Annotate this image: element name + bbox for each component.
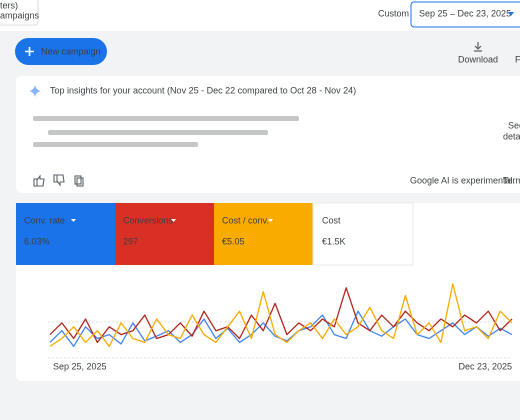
date-picker[interactable]	[410, 1, 520, 28]
metric-tile[interactable]	[115, 203, 214, 265]
metric-label: Conv. rate	[24, 215, 65, 225]
plus-icon	[25, 47, 34, 56]
see-details-link[interactable]: deta	[503, 131, 520, 141]
series-line	[49, 287, 513, 344]
metric-value: 6.03%	[24, 236, 50, 246]
insights-card	[16, 76, 520, 193]
metric-tile[interactable]	[312, 202, 414, 266]
metric-tile[interactable]	[214, 203, 313, 265]
insights-title: Top insights for your account (Nov 25 - …	[50, 85, 356, 95]
new-campaign-button[interactable]	[15, 38, 107, 65]
metric-label: Cost / conv.	[222, 215, 269, 225]
feedback-icons[interactable]	[33, 174, 84, 187]
sparkle-icon	[29, 85, 41, 97]
x-tick-label: Sep 25, 2025	[53, 361, 107, 371]
metric-dropdown	[71, 219, 273, 222]
metric-tile[interactable]	[16, 203, 115, 265]
metric-value: €5.05	[222, 236, 245, 246]
dropdown-arrow	[508, 12, 514, 16]
x-tick-label: Dec 23, 2025	[458, 361, 512, 371]
toolbar-label[interactable]: F	[515, 54, 520, 64]
scope-box[interactable]	[0, 0, 39, 26]
metric-value: €1.5K	[322, 236, 346, 246]
redacted-text	[33, 116, 299, 147]
see-details-link[interactable]: See	[508, 120, 520, 130]
metric-label: Cost	[322, 215, 341, 225]
date-range: Sep 25 – Dec 23, 2025	[419, 8, 511, 18]
metric-label: Conversions	[123, 215, 174, 225]
disclaimer: Google AI is experimental.	[410, 175, 515, 185]
terms-link[interactable]: Term	[503, 175, 520, 185]
scope-text: ters)	[0, 0, 18, 10]
date-label: Custom	[378, 8, 409, 18]
scope-text: ampaigns	[0, 10, 40, 20]
download-icon[interactable]	[474, 42, 482, 52]
metric-value: 297	[123, 236, 138, 246]
download-label[interactable]: Download	[458, 54, 498, 64]
series-line	[49, 283, 513, 347]
button-label: New campaign	[41, 46, 101, 56]
